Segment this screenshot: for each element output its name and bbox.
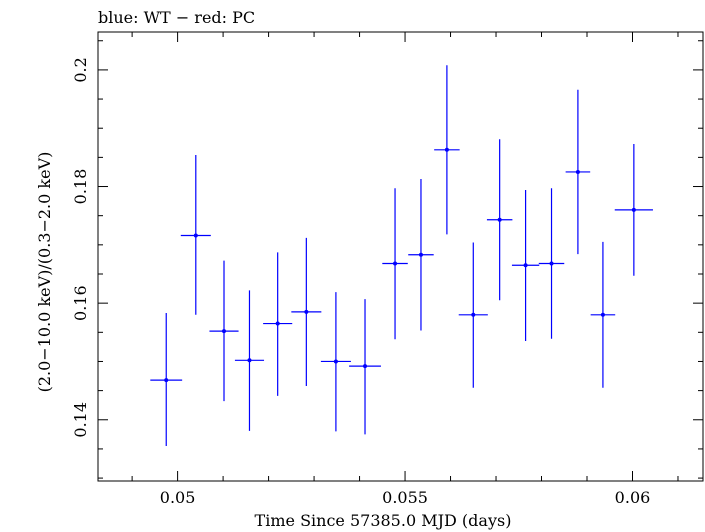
data-point [511,190,540,342]
point-marker [523,263,528,268]
data-point [209,260,239,402]
data-point [349,299,381,435]
data-point [538,188,565,339]
point-marker [333,359,338,364]
y-axis-label: (2.0−10.0 keV)/(0.3−2.0 keV) [35,152,54,393]
data-point [234,290,265,431]
y-axis: 0.14 0.16 0.18 0.2 [71,40,703,479]
data-point [263,252,293,396]
chart-title: blue: WT − red: PC [98,8,255,27]
plot-frame [97,31,704,482]
point-marker [222,329,227,334]
data-point [486,139,513,301]
data-points [150,65,653,447]
data-point [291,237,322,386]
point-marker [164,378,169,383]
point-marker [418,252,423,257]
x-axis: 0.05 0.055 0.06 [131,32,679,507]
point-marker [363,364,368,369]
data-point [382,188,408,340]
data-point [408,178,434,331]
point-marker [304,309,309,314]
data-point [458,242,488,388]
point-marker [193,233,198,238]
point-marker [247,358,252,363]
y-tick-label: 0.14 [71,402,90,438]
data-point [320,292,351,432]
y-tick-label: 0.16 [71,285,90,321]
point-marker [471,312,476,317]
x-tick-label: 0.055 [382,488,428,507]
x-axis-label: Time Since 57385.0 MJD (days) [255,511,512,530]
point-marker [497,217,502,222]
point-marker [393,261,398,266]
y-tick-label: 0.18 [71,169,90,205]
data-point [590,241,616,388]
data-point [565,89,591,255]
data-point [434,65,460,235]
point-marker [631,207,636,212]
point-marker [575,169,580,174]
point-marker [549,261,554,266]
point-marker [444,147,449,152]
data-point [180,155,211,315]
data-point [150,313,183,447]
x-tick-label: 0.06 [615,488,651,507]
point-marker [600,312,605,317]
y-tick-label: 0.2 [71,57,90,82]
point-marker [275,321,280,326]
x-tick-label: 0.05 [160,488,196,507]
data-point [614,143,653,276]
